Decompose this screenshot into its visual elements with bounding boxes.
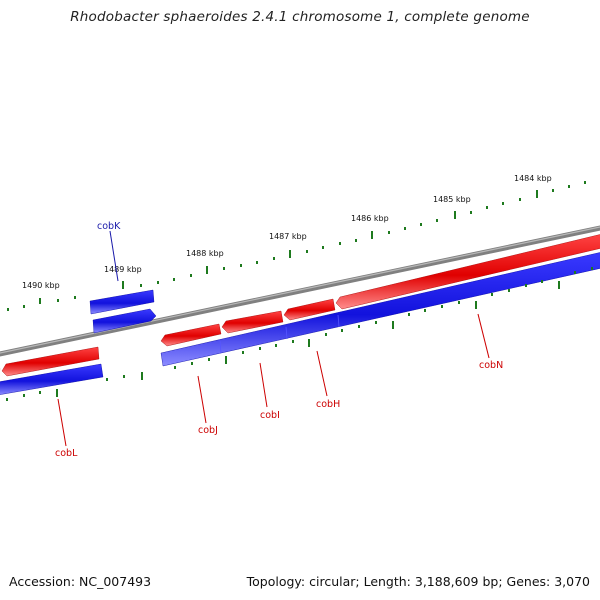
scale-label-1485: 1485 kbp (433, 195, 471, 204)
accession-text: Accession: NC_007493 (9, 574, 152, 589)
scale-label-1484: 1484 kbp (514, 174, 552, 183)
gene-cobK-upper[interactable] (89, 289, 155, 315)
outer-scale-ticks (7, 181, 586, 311)
map-title: Rhodobacter sphaeroides 2.4.1 chromosome… (70, 9, 530, 25)
reverse-gene-track (0, 252, 600, 395)
gene-label-cobI[interactable]: cobI (260, 410, 280, 421)
gene-cobK[interactable] (92, 308, 157, 334)
gene-label-cobN[interactable]: cobN (479, 360, 503, 371)
scale-label-1489: 1489 kbp (104, 265, 142, 274)
chromosome-backbone (0, 225, 600, 357)
scale-label-1487: 1487 kbp (269, 232, 307, 241)
scale-label-1488: 1488 kbp (186, 249, 224, 258)
scale-labels: 1490 kbp 1489 kbp 1488 kbp 1487 kbp 1486… (22, 174, 552, 290)
gene-cobJ[interactable] (160, 323, 222, 347)
scale-label-1490: 1490 kbp (22, 281, 60, 290)
scale-label-1486: 1486 kbp (351, 214, 389, 223)
gene-label-cobK[interactable]: cobK (97, 221, 121, 232)
gene-cobH[interactable] (283, 298, 336, 321)
genome-summary-text: Topology: circular; Length: 3,188,609 bp… (246, 574, 590, 589)
gene-cobL-segment[interactable] (1, 346, 100, 377)
gene-label-cobL[interactable]: cobL (55, 448, 78, 459)
gene-cobN[interactable] (335, 234, 600, 310)
gene-label-cobJ[interactable]: cobJ (198, 425, 218, 436)
gene-label-cobH[interactable]: cobH (316, 399, 340, 410)
gene-cobL-reverse[interactable] (0, 363, 104, 395)
gene-label-leaders (57, 230, 490, 447)
gene-cobI[interactable] (221, 310, 284, 334)
gene-cob-reverse-cluster[interactable] (160, 252, 600, 367)
gene-labels: cobK cobL cobJ cobI cobH cobN (55, 221, 503, 459)
inner-scale-ticks (6, 267, 593, 401)
forward-gene-track (0, 234, 600, 377)
